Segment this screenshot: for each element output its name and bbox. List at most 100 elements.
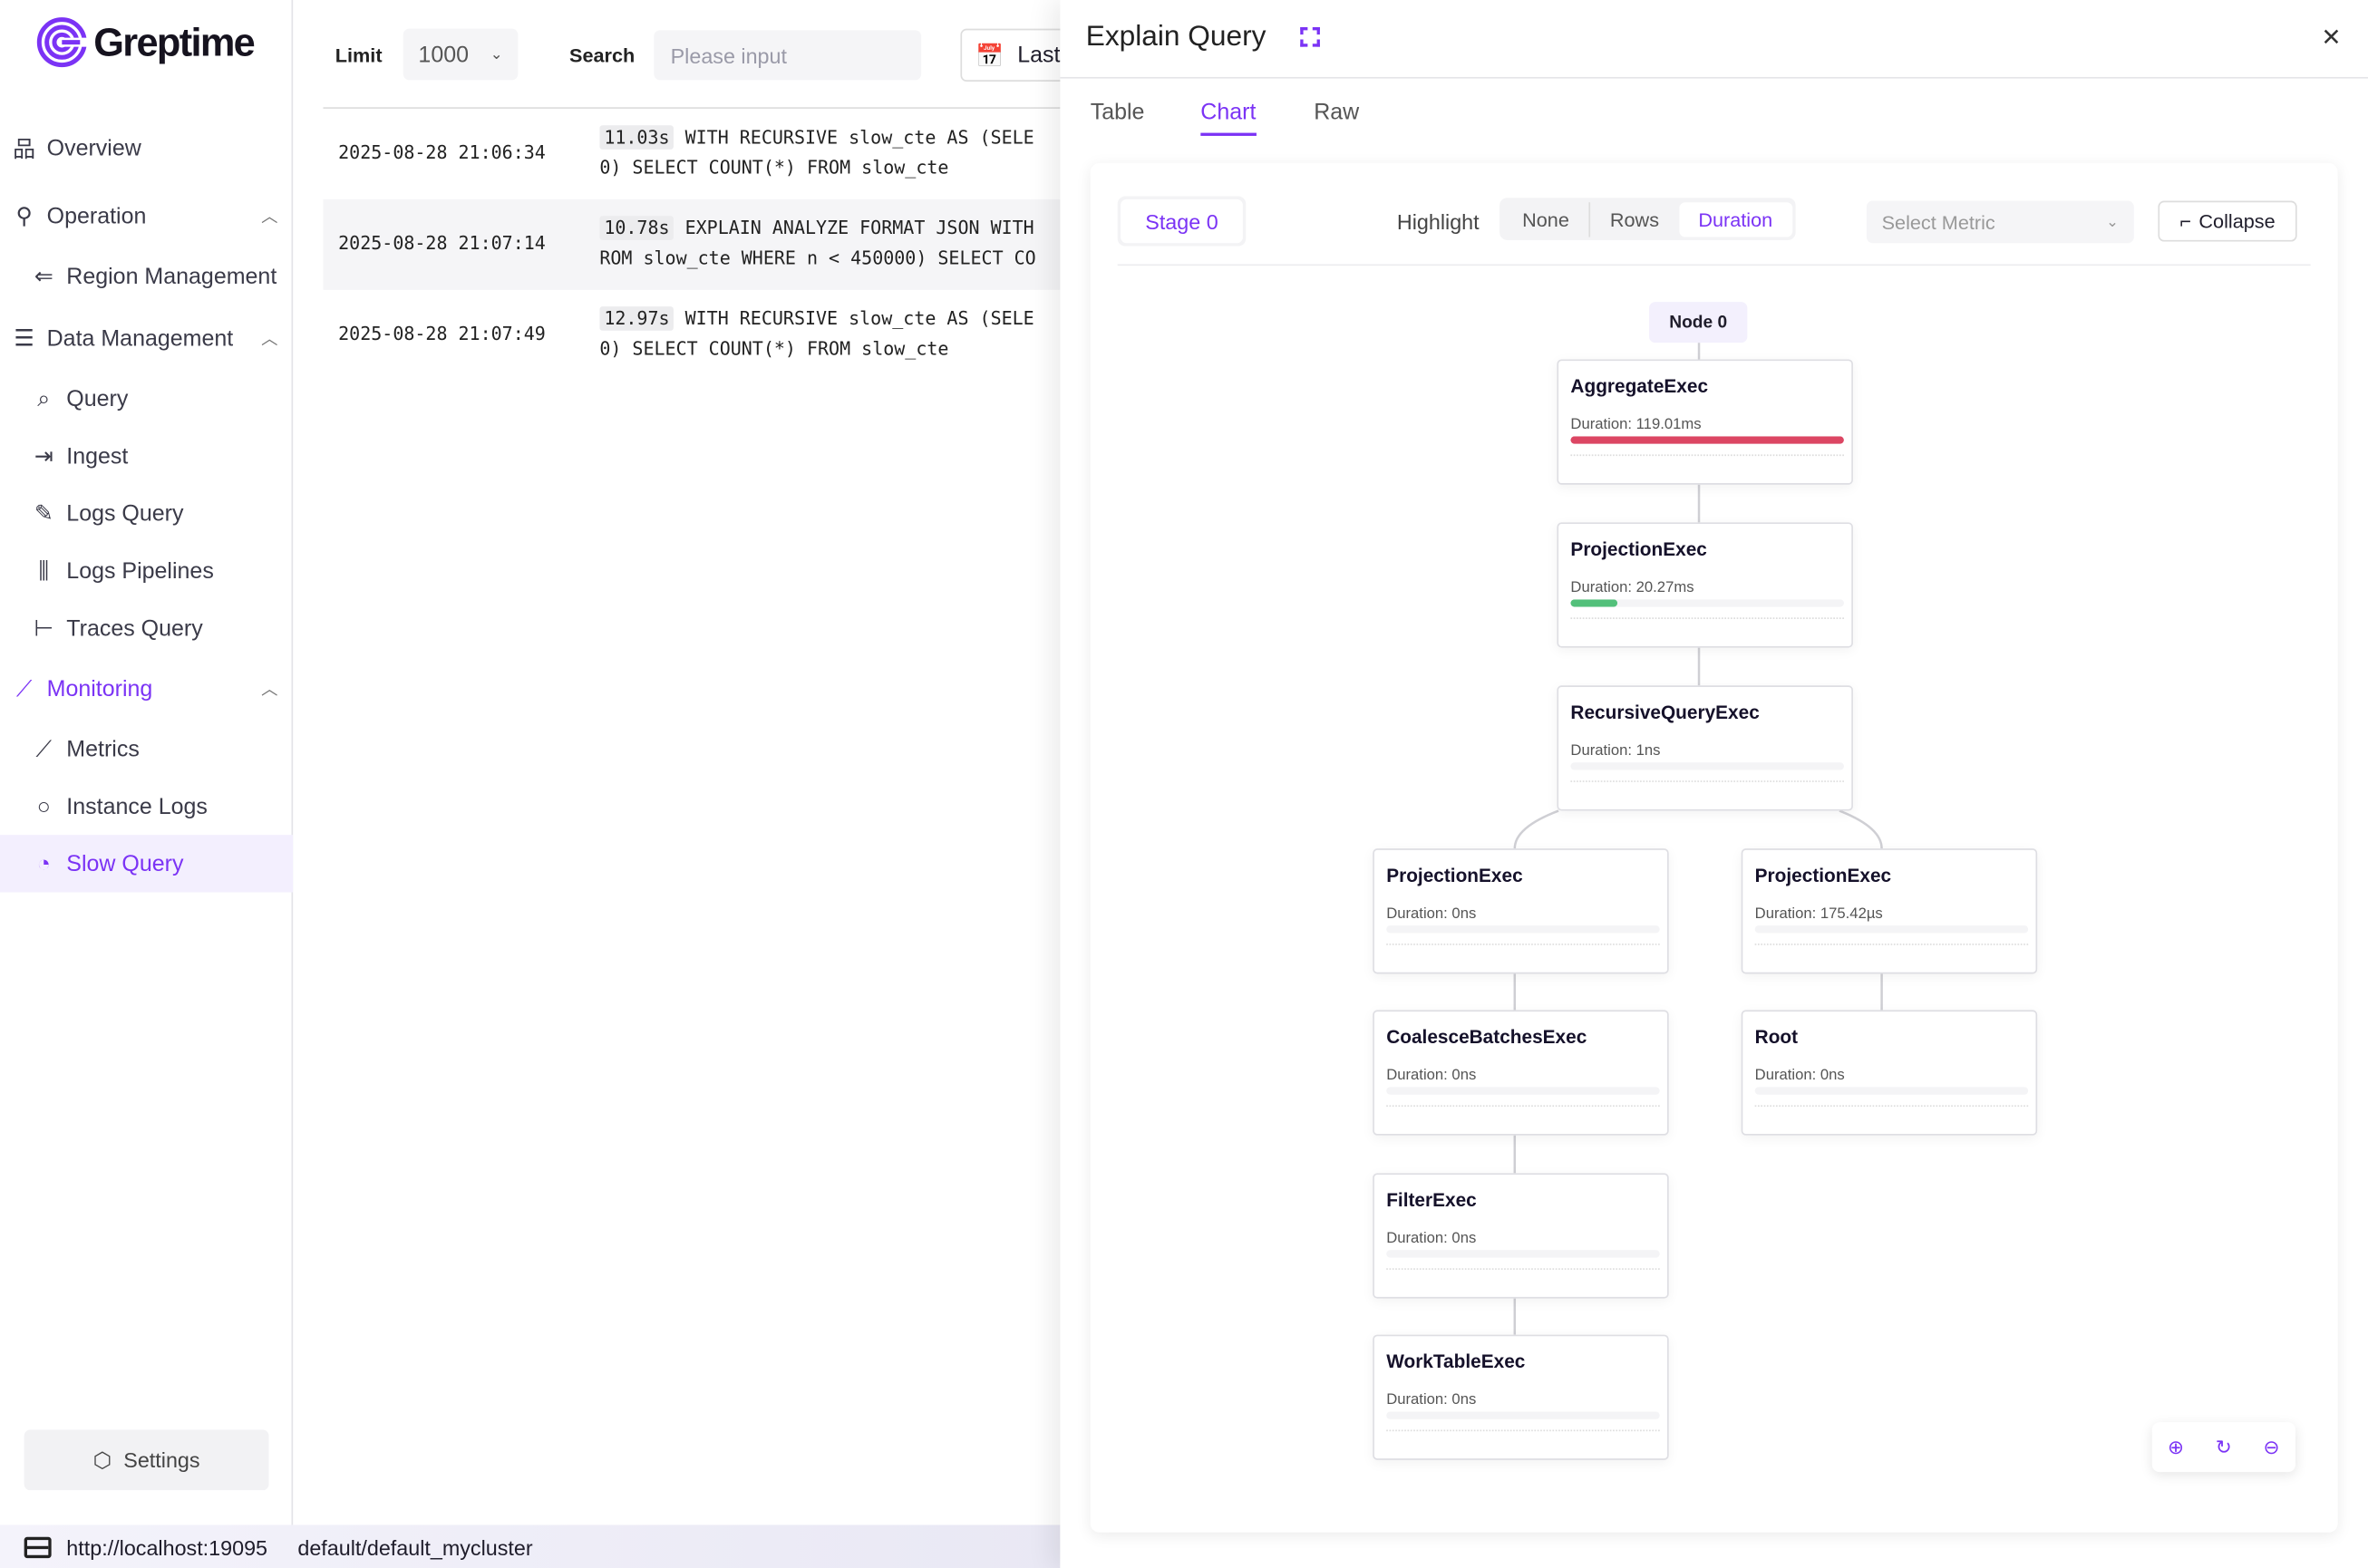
duration-bar: [1386, 1411, 1660, 1419]
close-icon[interactable]: ✕: [2321, 25, 2342, 52]
chevron-up-icon[interactable]: ︿: [261, 208, 278, 227]
sidebar-item-region-management[interactable]: ⇐ Region Management: [0, 247, 293, 305]
table-row[interactable]: 2025-08-28 21:06:34 11.03s WITH RECURSIVE…: [323, 109, 1060, 199]
limit-select[interactable]: 1000 ⌄: [403, 28, 519, 81]
region-icon: ⇐: [34, 264, 53, 290]
logs-query-icon: ✎: [34, 501, 53, 528]
node-duration: Duration: 1ns: [1570, 742, 1661, 760]
node-title: Root: [1754, 1026, 1799, 1049]
pipelines-icon: ⫼: [38, 557, 50, 584]
sidebar-item-label: Operation: [46, 203, 147, 229]
sidebar-item-metrics[interactable]: ⟋ Metrics: [0, 721, 293, 778]
plan-chart-card: Stage 0 Highlight None Rows Duration Sel…: [1090, 162, 2338, 1533]
query-icon: ⌕: [37, 385, 51, 411]
sitemap-icon: 品: [13, 136, 36, 163]
search-input[interactable]: Please input: [654, 30, 922, 81]
plan-node[interactable]: AggregateExec Duration: 119.01ms: [1557, 359, 1853, 485]
search-label: Search: [569, 44, 636, 67]
plan-node[interactable]: ProjectionExec Duration: 0ns: [1373, 848, 1669, 974]
node-title: AggregateExec: [1570, 375, 1709, 398]
chevron-up-icon[interactable]: ︿: [261, 681, 278, 700]
node-duration: Duration: 119.01ms: [1570, 416, 1702, 434]
reset-icon[interactable]: ↻: [2215, 1435, 2232, 1458]
zoom-in-icon[interactable]: ⊕: [2168, 1435, 2185, 1458]
node-duration: Duration: 0ns: [1386, 1391, 1477, 1409]
divider: [1570, 454, 1844, 457]
chart-line-icon: ⟋: [35, 736, 53, 762]
query-text: ROM slow_cte WHERE n < 450000) SELECT CO: [599, 247, 1036, 269]
divider: [1754, 1105, 2029, 1108]
server-url: http://localhost:19095: [66, 1534, 268, 1559]
duration-bar: [1386, 1087, 1660, 1095]
plan-node[interactable]: ProjectionExec Duration: 20.27ms: [1557, 522, 1853, 648]
node-duration: Duration: 0ns: [1386, 905, 1477, 923]
search-icon: ○: [36, 793, 51, 819]
node-duration: Duration: 0ns: [1386, 1067, 1477, 1085]
node-title: ProjectionExec: [1570, 538, 1707, 561]
stage-selector[interactable]: Stage 0: [1117, 196, 1247, 247]
sidebar-item-label: Region Management: [66, 263, 277, 290]
sidebar-item-label: Logs Pipelines: [66, 557, 214, 584]
plan-node[interactable]: CoalesceBatchesExec Duration: 0ns: [1373, 1010, 1669, 1136]
plan-connectors: [1513, 343, 1883, 1335]
sidebar-item-label: Slow Query: [66, 850, 184, 876]
collapse-label: Collapse: [2198, 209, 2276, 233]
highlight-segmented[interactable]: None Rows Duration: [1499, 198, 1796, 240]
fullscreen-icon[interactable]: [1300, 26, 1320, 47]
table-row[interactable]: 2025-08-28 21:07:49 12.97s WITH RECURSIVE…: [323, 290, 1060, 381]
chevron-up-icon[interactable]: ︿: [261, 330, 278, 349]
cluster-name: default/default_mycluster: [297, 1534, 533, 1559]
highlight-duration[interactable]: Duration: [1678, 201, 1792, 237]
tab-raw[interactable]: Raw: [1314, 99, 1360, 126]
tab-table[interactable]: Table: [1090, 99, 1145, 126]
node-title: ProjectionExec: [1386, 865, 1523, 886]
sidebar-item-query[interactable]: ⌕ Query: [0, 370, 293, 427]
settings-button[interactable]: ⬡ Settings: [24, 1429, 269, 1491]
plan-node[interactable]: Root Duration: 0ns: [1741, 1010, 2038, 1136]
sidebar-item-label: Traces Query: [66, 615, 203, 642]
row-timestamp: 2025-08-28 21:06:34: [338, 141, 546, 163]
time-range-label: Last: [1017, 42, 1061, 68]
row-timestamp: 2025-08-28 21:07:14: [338, 232, 546, 254]
duration-bar-fill: [1570, 599, 1617, 607]
sidebar-item-operation[interactable]: ⚲ Operation ︿: [0, 188, 293, 245]
logo[interactable]: Greptime: [36, 16, 256, 68]
sidebar-item-instance-logs[interactable]: ○ Instance Logs: [0, 778, 293, 835]
query-text: WITH RECURSIVE slow_cte AS (SELE: [684, 126, 1034, 149]
sidebar-item-data-management[interactable]: ☰ Data Management ︿: [0, 309, 293, 366]
plan-node[interactable]: WorkTableExec Duration: 0ns: [1373, 1334, 1669, 1460]
highlight-rows[interactable]: Rows: [1609, 208, 1660, 231]
node-duration: Duration: 0ns: [1386, 1230, 1477, 1247]
zoom-out-icon[interactable]: ⊖: [2263, 1435, 2280, 1458]
table-row[interactable]: 2025-08-28 21:07:14 10.78s EXPLAIN ANALYZ…: [323, 198, 1061, 290]
duration-bar: [1754, 1087, 2029, 1095]
sidebar-item-overview[interactable]: 品 Overview: [0, 120, 293, 177]
plan-node[interactable]: FilterExec Duration: 0ns: [1373, 1173, 1669, 1299]
time-range-button[interactable]: 📅 Last: [960, 28, 1082, 82]
query-text: WITH RECURSIVE slow_cte AS (SELE: [684, 307, 1034, 330]
metric-select[interactable]: Select Metric ⌄: [1866, 200, 2134, 244]
chart-line-icon: ⟋: [15, 675, 33, 702]
collapse-icon: ⌐: [2179, 209, 2192, 233]
highlight-none[interactable]: None: [1502, 201, 1591, 237]
limit-label: Limit: [335, 44, 383, 67]
node-title: FilterExec: [1386, 1189, 1477, 1211]
plan-node[interactable]: RecursiveQueryExec Duration: 1ns: [1557, 685, 1853, 811]
duration-bar: [1570, 436, 1844, 444]
divider: [1117, 264, 2311, 266]
sidebar-item-slow-query[interactable]: ◔ Slow Query: [0, 835, 294, 893]
collapse-button[interactable]: ⌐ Collapse: [2158, 200, 2297, 242]
plan-node[interactable]: ProjectionExec Duration: 175.42µs: [1741, 848, 2038, 974]
stage-tab[interactable]: Stage 0: [1121, 198, 1243, 244]
sidebar-item-logs-pipelines[interactable]: ⫼ Logs Pipelines: [0, 542, 293, 599]
ingest-icon: ⇥: [34, 443, 53, 470]
gauge-icon: ◔: [36, 850, 51, 876]
calendar-icon: 📅: [975, 43, 1004, 69]
sidebar-item-monitoring[interactable]: ⟋ Monitoring ︿: [0, 660, 293, 717]
tab-chart[interactable]: Chart: [1200, 100, 1257, 136]
sidebar-item-traces-query[interactable]: ⊢ Traces Query: [0, 599, 293, 656]
duration-bar: [1386, 925, 1660, 934]
limit-value: 1000: [418, 41, 470, 68]
sidebar-item-logs-query[interactable]: ✎ Logs Query: [0, 485, 293, 542]
sidebar-item-ingest[interactable]: ⇥ Ingest: [0, 427, 293, 484]
